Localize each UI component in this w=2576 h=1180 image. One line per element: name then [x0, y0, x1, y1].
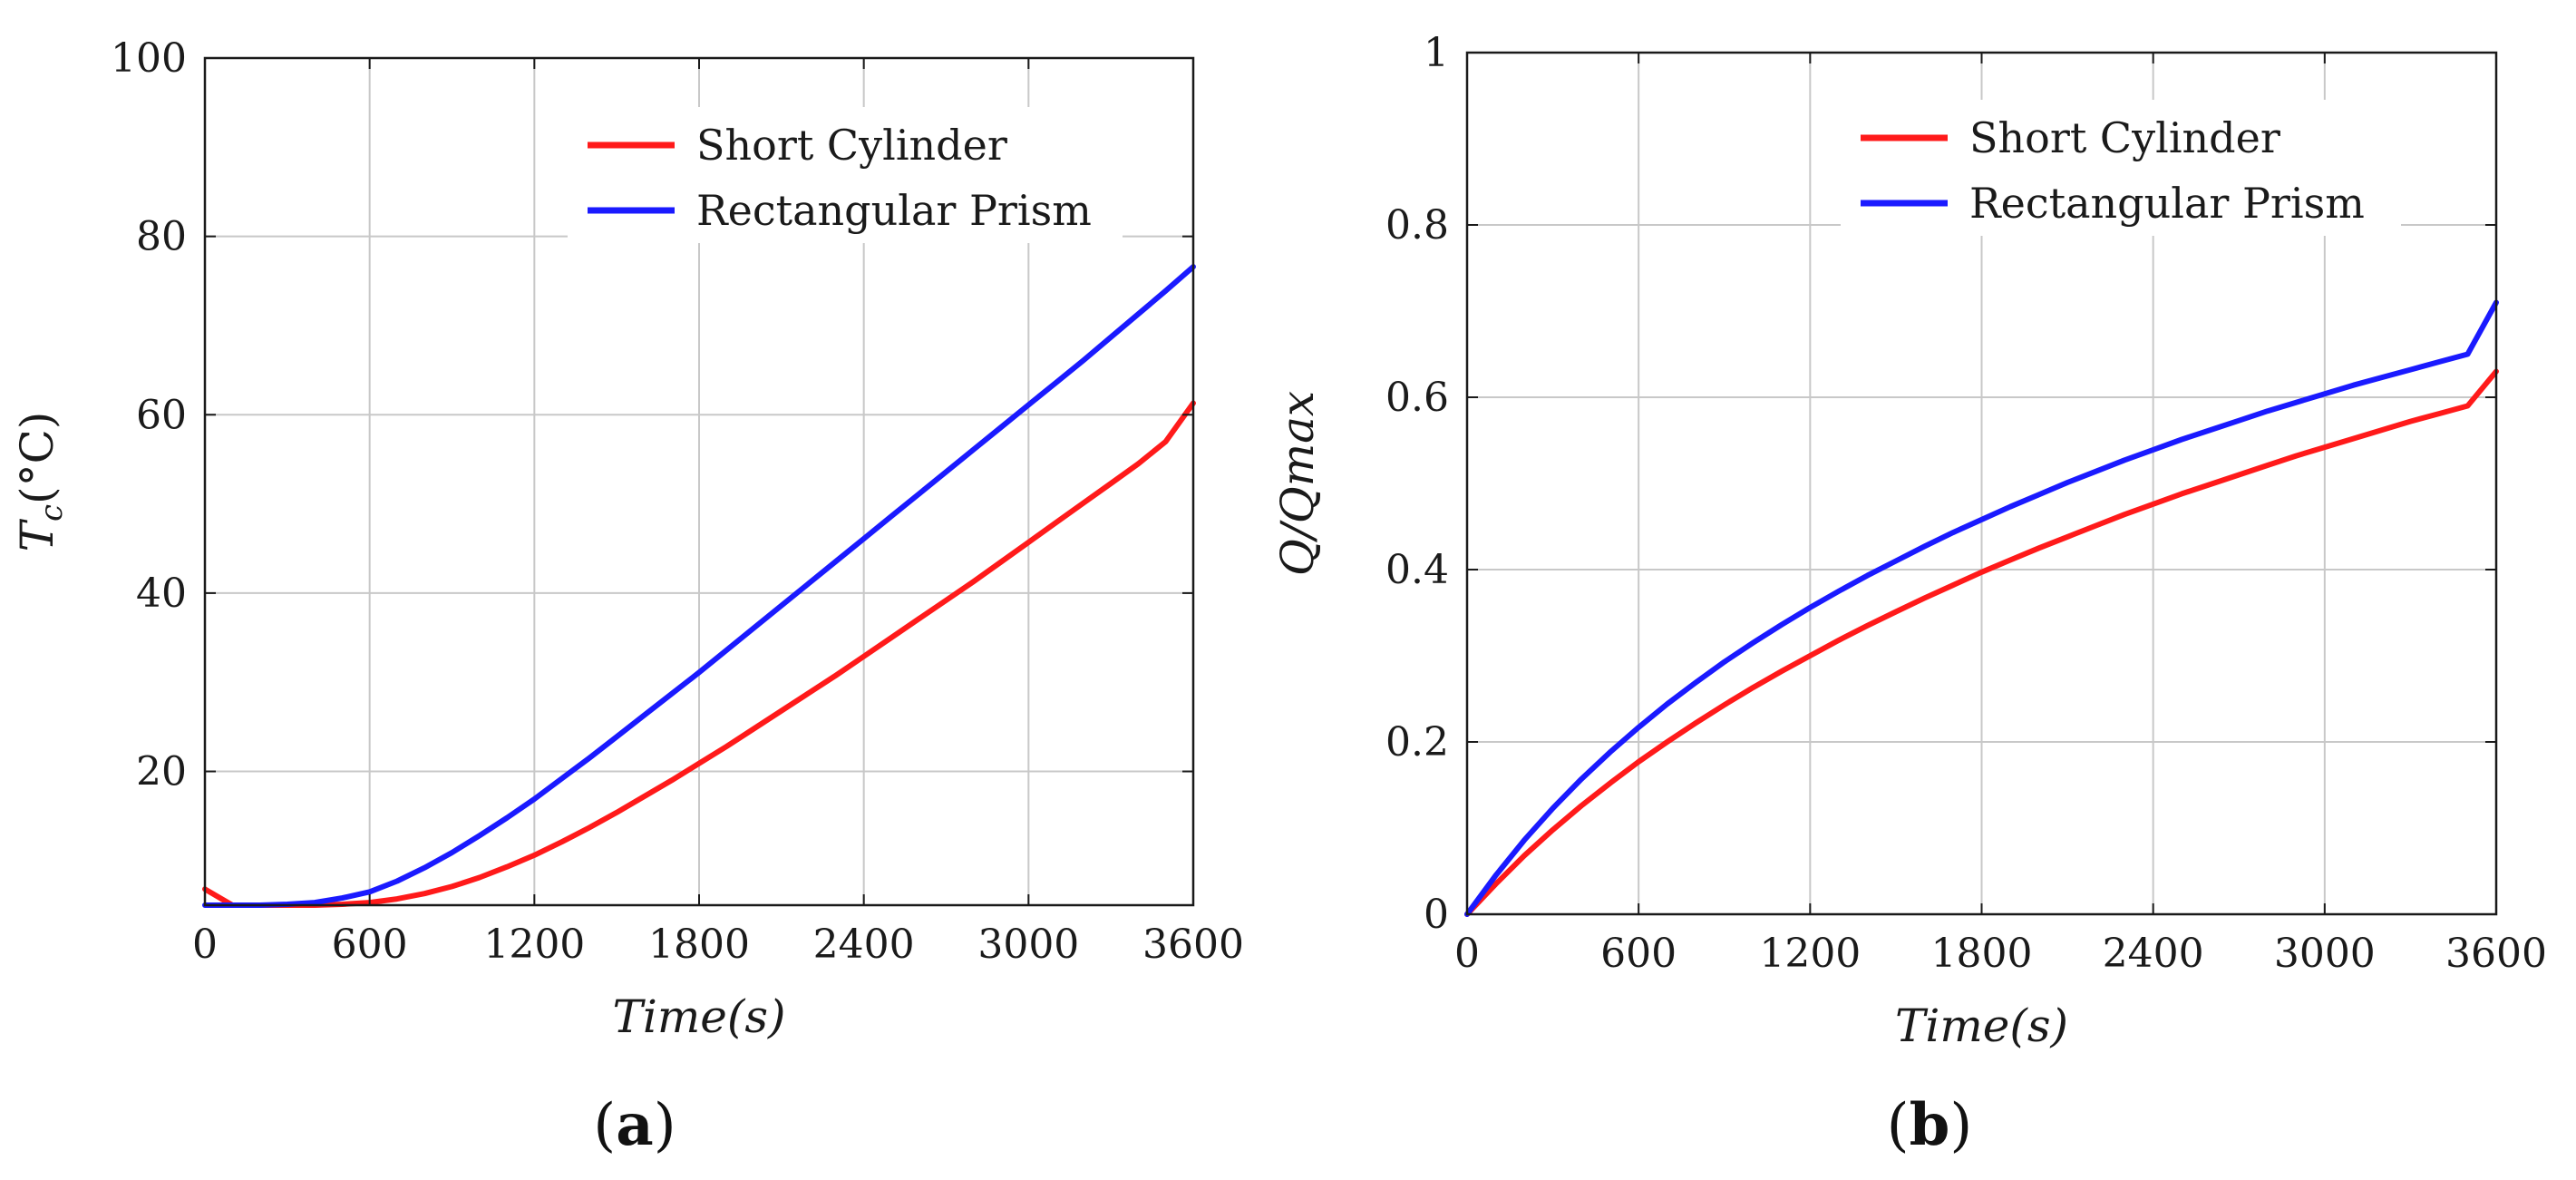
- y-tick-label: 80: [136, 214, 187, 260]
- x-tick-label: 3000: [2274, 931, 2376, 977]
- x-tick-label: 1200: [1759, 931, 1861, 977]
- series-line-rectangular-prism: [202, 264, 1196, 908]
- y-tick-label: 20: [136, 749, 187, 795]
- x-tick-label: 600: [332, 922, 408, 968]
- y-axis-title: Q/Qmax: [1271, 391, 1324, 576]
- y-tick-label: 1: [1424, 30, 1449, 76]
- x-tick-label: 1200: [483, 922, 585, 968]
- legend-label-short-cylinder: Short Cylinder: [1969, 113, 2280, 162]
- x-tick-label: 3600: [2445, 931, 2547, 977]
- chart-a: 0 600 1200 1800 2400 3000 3600 20 40 60 80 100 Time(…: [11, 35, 1244, 1159]
- legend-label-short-cylinder: Short Cylinder: [696, 121, 1007, 170]
- x-tick-label: 2400: [813, 922, 915, 968]
- x-axis-title: Time(s): [1895, 1000, 2068, 1052]
- x-tick-label: 1800: [1931, 931, 2033, 977]
- panel-label: (a): [593, 1091, 676, 1159]
- x-tick-label: 600: [1600, 931, 1677, 977]
- y-tick-label: 0.4: [1385, 547, 1449, 593]
- legend-box: [1841, 100, 2401, 236]
- x-tick-label: 3000: [977, 922, 1079, 968]
- y-tick-label: 0: [1424, 892, 1449, 938]
- y-tick-label: 100: [111, 35, 187, 82]
- legend: Short Cylinder Rectangular Prism: [568, 107, 1123, 243]
- series-line-short-cylinder: [1464, 368, 2499, 917]
- panel-label: (b): [1887, 1091, 1973, 1159]
- legend-box: [568, 107, 1123, 243]
- y-tick-label: 0.6: [1385, 375, 1449, 421]
- series-line-rectangular-prism: [1464, 299, 2499, 917]
- legend: Short Cylinder Rectangular Prism: [1841, 100, 2401, 236]
- x-tick-label: 0: [192, 922, 218, 968]
- chart-b: 0 600 1200 1800 2400 3000 3600 0 0.2 0.4 0.6 0.8 1 Ti…: [1271, 30, 2547, 1159]
- y-tick-label: 40: [136, 570, 187, 617]
- legend-label-rectangular-prism: Rectangular Prism: [696, 186, 1092, 235]
- x-tick-label: 1800: [648, 922, 750, 968]
- y-tick-label: 60: [136, 392, 187, 438]
- y-tick-label: 0.8: [1385, 202, 1449, 249]
- y-axis-title: Tc(°C): [11, 412, 70, 552]
- x-tick-label: 3600: [1142, 922, 1244, 968]
- legend-label-rectangular-prism: Rectangular Prism: [1969, 179, 2365, 228]
- x-tick-label: 0: [1454, 931, 1480, 977]
- x-axis-title: Time(s): [612, 990, 785, 1043]
- x-tick-label: 2400: [2103, 931, 2204, 977]
- y-tick-label: 0.2: [1385, 719, 1449, 766]
